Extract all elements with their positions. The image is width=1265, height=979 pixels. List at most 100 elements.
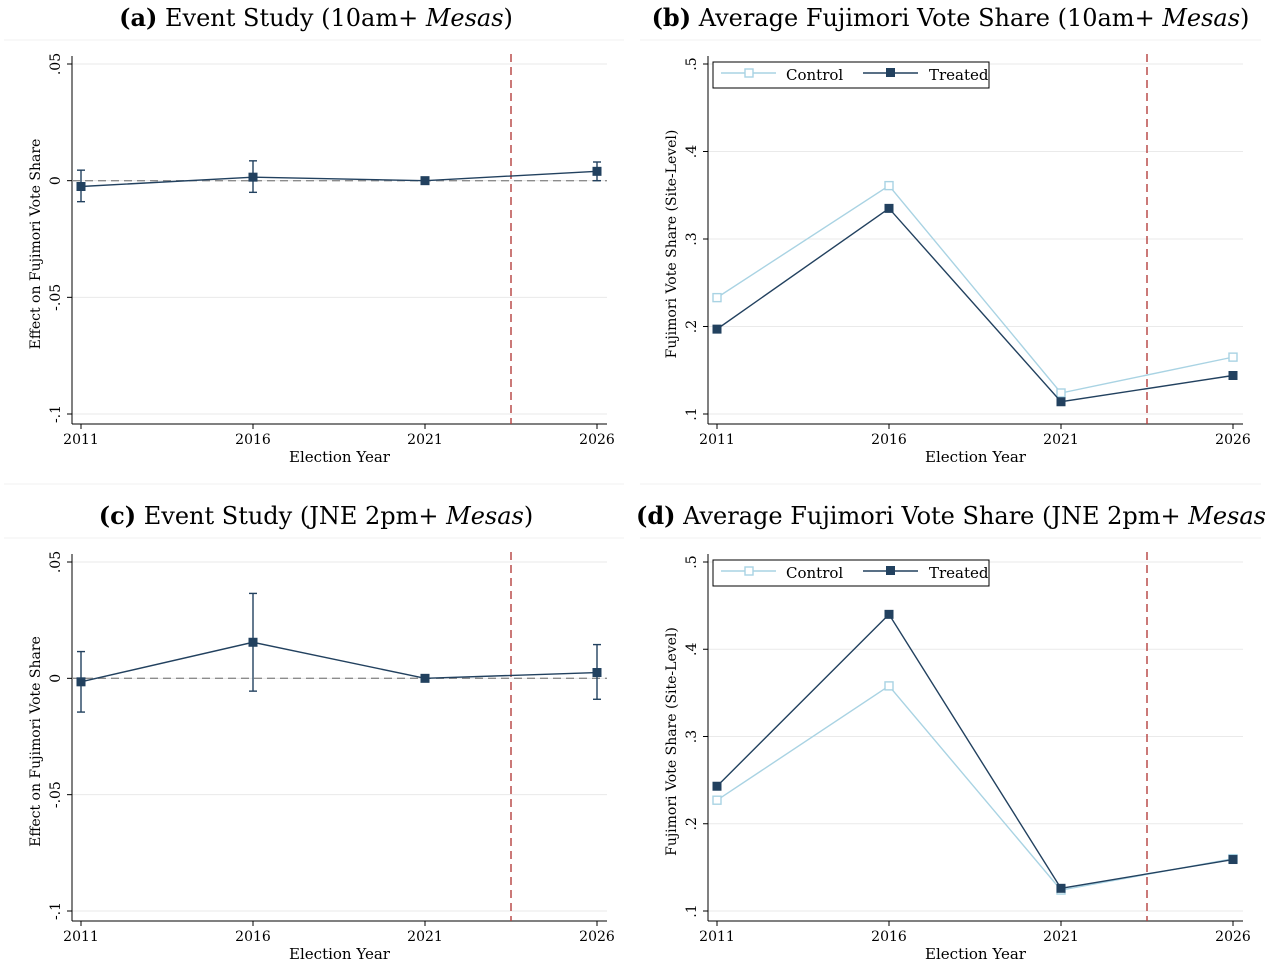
chart-c-xtick-label: 2011 <box>63 929 99 945</box>
panel-b-title-close: ) <box>1240 4 1250 32</box>
chart-d-ytick-label: .5 <box>684 555 700 568</box>
chart-a-estimate-line <box>80 170 598 188</box>
chart-b-treated-point <box>1056 397 1066 407</box>
chart-b-xlabel: Election Year <box>925 448 1027 466</box>
chart-a-ytick-label: -.05 <box>48 284 64 311</box>
chart-b-xtick-label: 2016 <box>871 432 907 448</box>
panel-a-title-text: Event Study (10am+ <box>165 4 426 32</box>
chart-c-xlabel: Election Year <box>289 945 391 963</box>
chart-b-ytick-label: .1 <box>684 407 700 420</box>
chart-d-xtick-label: 2021 <box>1043 929 1079 945</box>
chart-b-ytick-label: .5 <box>684 57 700 70</box>
chart-a-estimate-point <box>592 166 602 176</box>
chart-b-treated-point <box>1228 371 1238 380</box>
panel-c-title-text: Event Study (JNE 2pm+ <box>143 502 447 530</box>
chart-b-xtick-label: 2021 <box>1043 432 1079 448</box>
chart-a-ytick-label: .05 <box>48 53 64 75</box>
chart-b-legend-treated-marker <box>886 68 895 77</box>
chart-d-legend-box <box>712 559 990 587</box>
chart-b-legend-box <box>712 61 990 89</box>
chart-c-xtick-label: 2021 <box>407 929 443 945</box>
chart-c-xtick-label: 2026 <box>579 929 615 945</box>
chart-a-estimate-point <box>76 182 86 191</box>
chart-c-estimate-point <box>76 677 86 687</box>
chart-a-ytick-label: -.1 <box>48 405 64 423</box>
chart-c-estimate-point <box>248 637 258 647</box>
chart-b-series-control-line <box>716 184 1234 394</box>
chart-c-ytick-label: .05 <box>48 551 64 573</box>
chart-c-ytick-label: 0 <box>48 674 64 683</box>
chart-a-xlabel: Election Year <box>289 448 391 466</box>
chart-a-xtick-label: 2011 <box>63 432 99 448</box>
chart-d-ytick-label: .4 <box>684 642 700 655</box>
panel-a-title: (a) Event Study (10am+ Mesas) <box>0 3 632 33</box>
panel-c-letter: (c) <box>98 501 137 530</box>
chart-d-treated-point <box>712 781 722 791</box>
panel-d-title-italic: Mesas <box>1188 502 1265 530</box>
panel-c-title-close: ) <box>523 502 534 530</box>
chart-b-legend-treated-label: Treated <box>929 66 989 84</box>
panel-a-title-close: ) <box>503 4 513 32</box>
panel-c-title-italic: Mesas <box>446 502 524 530</box>
panel-b-title: (b) Average Fujimori Vote Share (10am+ M… <box>636 3 1265 33</box>
panel-a-title-italic: Mesas <box>425 4 504 32</box>
chart-c-ytick-label: -.05 <box>48 781 64 808</box>
chart-c-ytick-label: -.1 <box>48 902 64 920</box>
chart-d-treated-point <box>1228 855 1238 865</box>
chart-a-ytick-label: 0 <box>48 176 64 185</box>
panel-a-letter: (a) <box>119 3 158 32</box>
chart-b-control-point <box>1228 352 1238 362</box>
chart-c-estimate-line <box>80 641 598 683</box>
chart-d-legend-control-label: Control <box>786 564 843 582</box>
chart-b-control-point <box>884 180 894 191</box>
chart-a-ylabel: Effect on Fujimori Vote Share <box>28 139 44 350</box>
chart-b-legend-control-label: Control <box>786 66 843 84</box>
panel-b-letter: (b) <box>651 3 692 32</box>
chart-d-legend-treated-label: Treated <box>929 564 989 582</box>
chart-b-legend-control-marker <box>744 68 754 78</box>
panel-d-title: (d) Average Fujimori Vote Share (JNE 2pm… <box>636 501 1265 531</box>
chart-d-legend-treated-marker <box>886 566 895 575</box>
chart-c-xtick-label: 2016 <box>235 929 271 945</box>
panel-d-letter: (d) <box>636 501 676 530</box>
chart-d-treated-point <box>884 609 894 619</box>
chart-d-xtick-label: 2026 <box>1215 929 1251 945</box>
chart-b-control-point <box>712 292 722 303</box>
panel-b-title-italic: Mesas <box>1162 4 1241 32</box>
chart-d-series-control-line <box>716 684 1234 891</box>
chart-b-series-treated-line <box>716 207 1234 403</box>
chart-b-ytick-label: .4 <box>684 145 700 158</box>
chart-b-ytick-label: .2 <box>684 320 700 333</box>
panel-c-title: (c) Event Study (JNE 2pm+ Mesas) <box>0 501 632 531</box>
chart-a-estimate-point <box>248 172 258 182</box>
chart-d-xtick-label: 2011 <box>699 929 735 945</box>
chart-d-legend-control-marker <box>744 566 754 576</box>
chart-d-treated-point <box>1056 883 1066 893</box>
chart-a-xtick-label: 2021 <box>407 432 443 448</box>
chart-d-series-treated-line <box>716 613 1234 890</box>
chart-c-estimate-point <box>420 673 430 683</box>
chart-a-xtick-label: 2026 <box>579 432 615 448</box>
chart-d-xlabel: Election Year <box>925 945 1027 963</box>
chart-d-control-point <box>884 681 894 691</box>
chart-b-xtick-label: 2011 <box>699 432 735 448</box>
panel-b-title-text: Average Fujimori Vote Share (10am+ <box>698 4 1163 32</box>
chart-b-ytick-label: .3 <box>684 232 700 245</box>
chart-d-ylabel: Fujimori Vote Share (Site-Level) <box>664 627 680 856</box>
chart-d-ytick-label: .1 <box>684 904 700 917</box>
chart-c-ylabel: Effect on Fujimori Vote Share <box>28 636 44 847</box>
chart-b-treated-point <box>884 203 894 213</box>
chart-d-xtick-label: 2016 <box>871 929 907 945</box>
chart-b-xtick-label: 2026 <box>1215 432 1251 448</box>
chart-b-ylabel: Fujimori Vote Share (Site-Level) <box>664 130 680 359</box>
chart-d-control-point <box>712 795 722 805</box>
chart-d-ytick-label: .3 <box>684 730 700 743</box>
chart-a-xtick-label: 2016 <box>235 432 271 448</box>
chart-b-control-point <box>1056 388 1066 398</box>
chart-c-estimate-point <box>592 668 602 678</box>
chart-a-estimate-point <box>420 176 430 186</box>
chart-b-treated-point <box>712 324 722 334</box>
chart-d-ytick-label: .2 <box>684 817 700 830</box>
panel-d-title-text: Average Fujimori Vote Share (JNE 2pm+ <box>683 502 1189 530</box>
